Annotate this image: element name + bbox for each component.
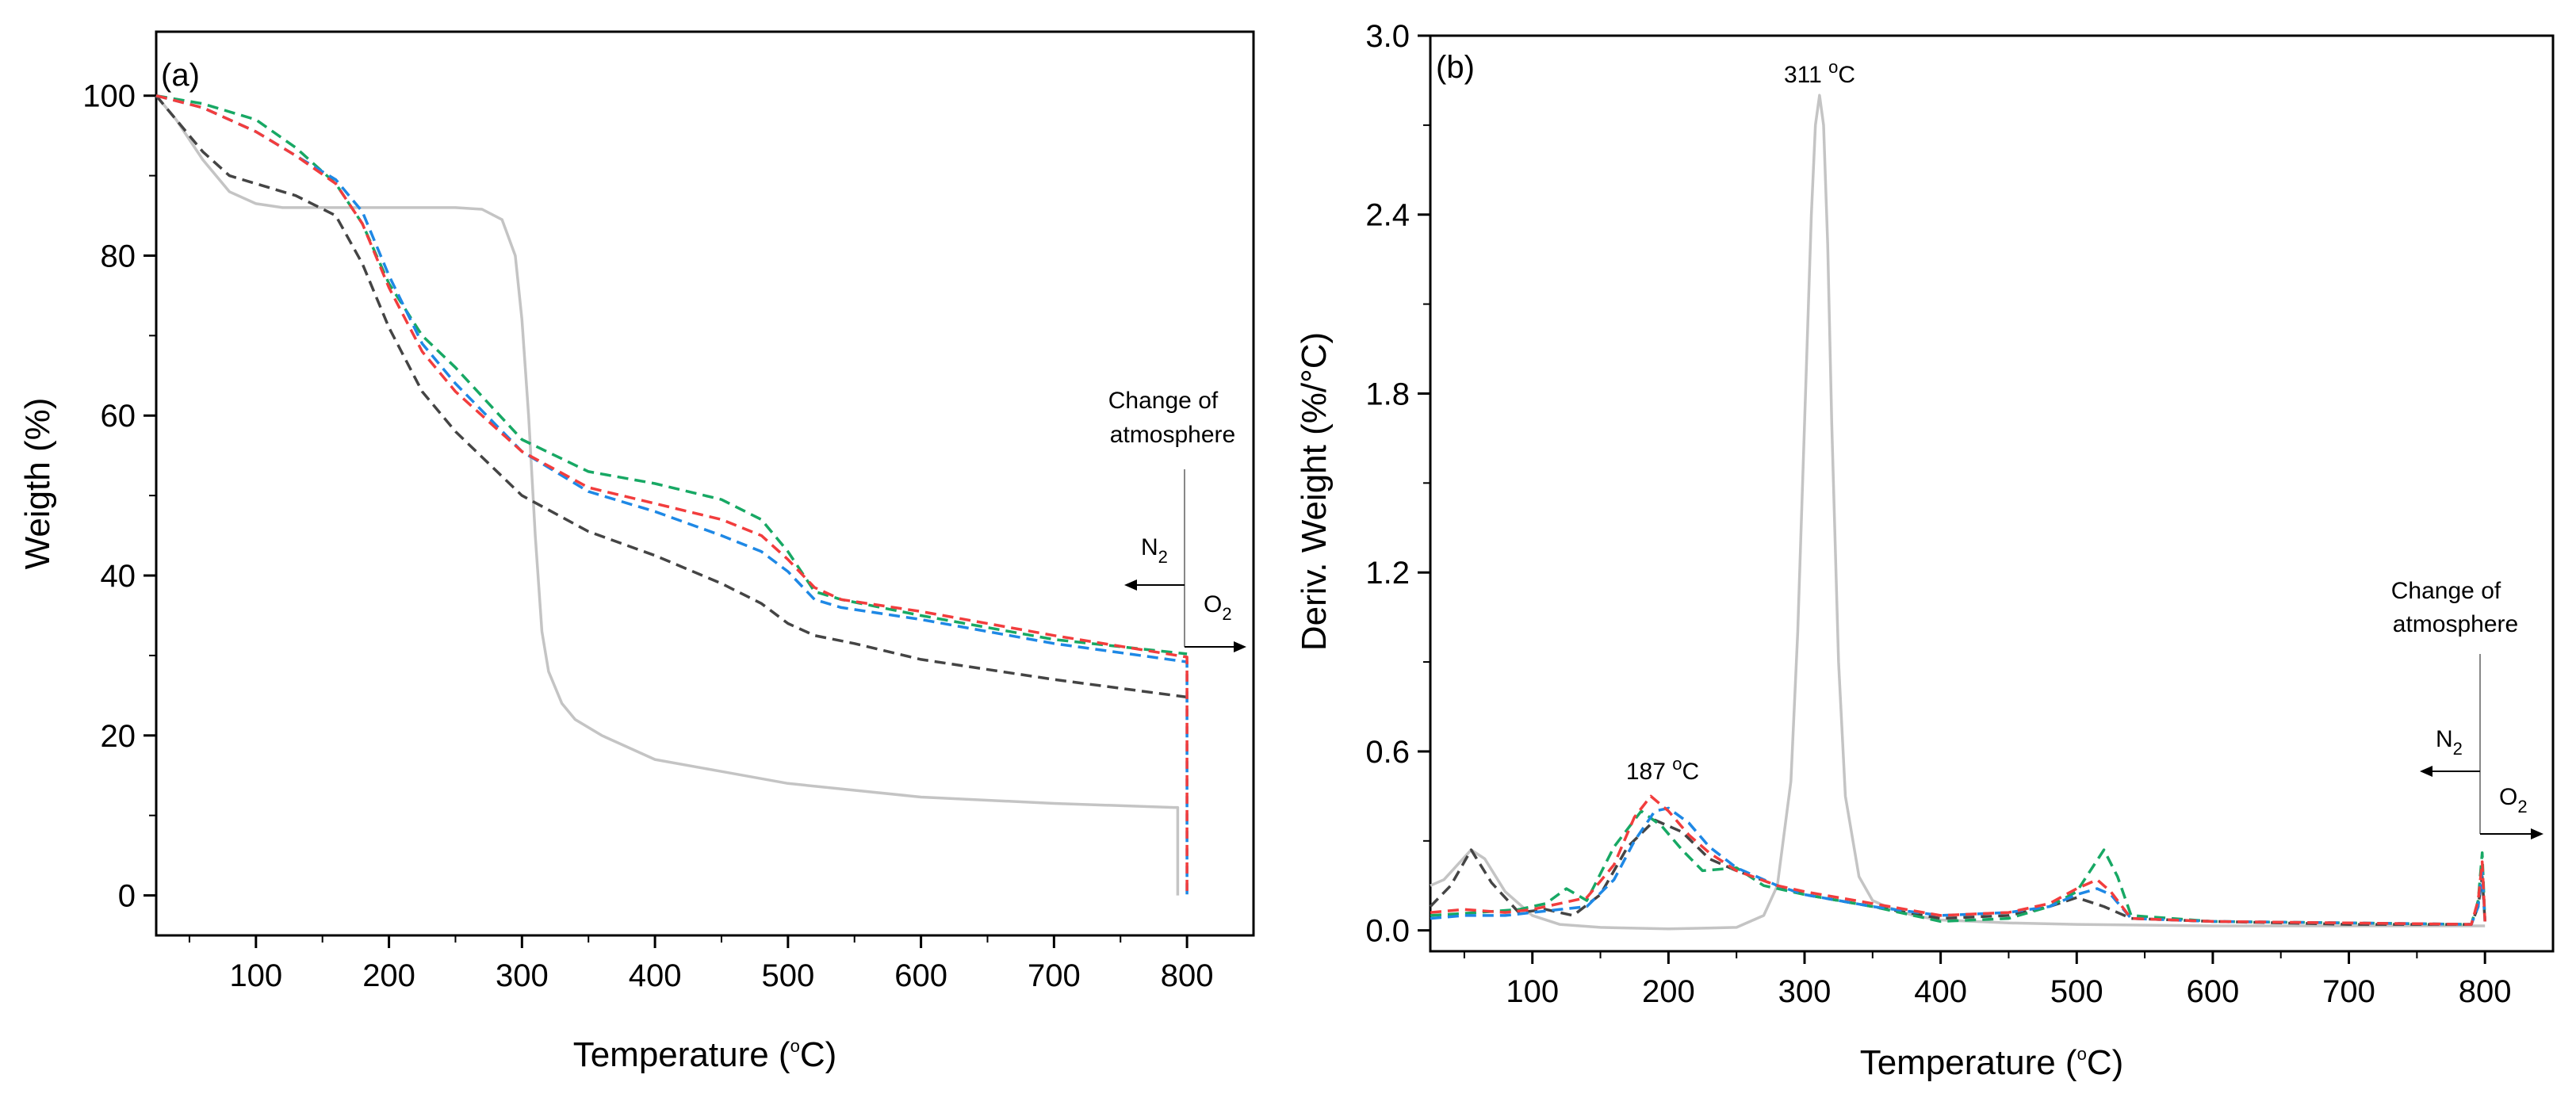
panel-a-y-tick-label: 100 — [82, 79, 136, 114]
panel-a-x-tick-label: 700 — [1028, 958, 1081, 993]
panel-b-series — [1429, 94, 2486, 931]
panel-b-o2-label: O2 — [2499, 784, 2528, 816]
panel-a-y-tick-label: 40 — [101, 559, 136, 594]
panel-a-n2-arrowhead — [1124, 579, 1137, 591]
panel-a-series-gray-line — [155, 94, 1180, 896]
panel-a-x-axis-title: Temperature (oC) — [573, 1035, 837, 1074]
panel-b-y-tick-label: 2.4 — [1365, 198, 1410, 233]
panel-b-y-tick-label: 0.6 — [1365, 735, 1410, 770]
panel-b-y-tick-label: 1.8 — [1365, 377, 1410, 411]
panel-b-x-tick-label: 200 — [1642, 974, 1695, 1009]
panel-b-ticks: 100 200 300 400 500 600 700 800 0.0 0.6 1.2 1.8 2.4 3… — [1365, 19, 2511, 1009]
panel-a-atmosphere-annotation: Change of atmosphere N2 O2 — [1108, 388, 1246, 652]
panel-b-y-tick-label: 0.0 — [1365, 914, 1410, 949]
panel-b-y-axis-title: Deriv. Weight (%/°C) — [1295, 332, 1334, 651]
panel-a-series-red-line — [155, 94, 1188, 896]
panel-b-y-tick-label: 3.0 — [1365, 19, 1410, 54]
panel-a-series-blue-line — [155, 94, 1188, 896]
panel-a-series-green-line — [155, 94, 1188, 656]
panel-a-label: (a) — [161, 58, 200, 93]
panel-a-x-tick-label: 600 — [894, 958, 947, 993]
panel-b-series-blue-line — [1430, 806, 2486, 926]
panel-b-x-tick-label: 500 — [2050, 974, 2103, 1009]
panel-b-series-red-line — [1430, 794, 2486, 926]
panel-a-y-tick-label: 60 — [101, 399, 136, 434]
panel-b-series-green-line — [1430, 809, 2486, 926]
panel-b-n2-label: N2 — [2436, 726, 2463, 759]
panel-a-o2-arrowhead — [1234, 641, 1246, 652]
panel-a-change-text-1: Change of — [1108, 388, 1219, 414]
panel-b-x-tick-label: 100 — [1506, 974, 1559, 1009]
panel-a-n2-label: N2 — [1141, 534, 1168, 567]
panel-a-x-tick-label: 300 — [496, 958, 549, 993]
panel-b-peak-311-label: 311 oC — [1784, 57, 1855, 88]
panel-a-y-tick-label: 80 — [101, 239, 136, 273]
panel-b-x-tick-label: 300 — [1778, 974, 1832, 1009]
panel-b-label: (b) — [1436, 50, 1475, 85]
panel-b-x-tick-label: 600 — [2187, 974, 2240, 1009]
panel-b-n2-arrowhead — [2420, 766, 2432, 777]
panel-b-change-text-2: atmosphere — [2393, 611, 2518, 637]
panel-b-x-tick-label: 800 — [2459, 974, 2512, 1009]
panel-b-series-gray-line — [1430, 94, 2486, 931]
panel-a-y-tick-label: 0 — [118, 879, 136, 914]
panel-b-o2-arrowhead — [2531, 828, 2543, 839]
panel-b-atmosphere-annotation: Change of atmosphere N2 O2 — [2391, 578, 2543, 839]
panel-a-series — [155, 94, 1188, 896]
panel-b-change-text-1: Change of — [2391, 578, 2501, 604]
panel-a-ticks: 100 200 300 400 500 600 700 800 0 20 40 60 80 100 — [82, 79, 1213, 993]
panel-a-x-tick-label: 500 — [761, 958, 814, 993]
panel-b-x-tick-label: 400 — [1914, 974, 1967, 1009]
panel-a-x-tick-label: 800 — [1161, 958, 1214, 993]
panel-a-o2-label: O2 — [1204, 591, 1232, 624]
panel-a-x-tick-label: 100 — [229, 958, 282, 993]
panel-b-series-black-line — [1429, 818, 2486, 926]
panel-a-y-tick-label: 20 — [101, 719, 136, 754]
panel-a-y-axis-title: Weigth (%) — [18, 398, 57, 570]
panel-b: 100 200 300 400 500 600 700 800 0.0 0.6 1.2 1.8 2.4 3… — [1295, 19, 2555, 1082]
panel-b-y-tick-label: 1.2 — [1365, 556, 1410, 591]
panel-a-x-tick-label: 200 — [362, 958, 415, 993]
panel-b-x-tick-label: 700 — [2322, 974, 2375, 1009]
panel-a-series-black-line — [155, 94, 1188, 699]
panel-a-x-tick-label: 400 — [629, 958, 682, 993]
panel-b-peak-187-label: 187 oC — [1626, 754, 1699, 785]
panel-b-x-axis-title: Temperature (oC) — [1860, 1043, 2124, 1082]
panel-a-change-text-2: atmosphere — [1110, 422, 1235, 448]
panel-a-frame — [155, 30, 1255, 937]
panel-a: 100 200 300 400 500 600 700 800 0 20 40 60 80 100 (a)… — [18, 30, 1255, 1074]
panel-b-frame — [1429, 34, 2555, 953]
